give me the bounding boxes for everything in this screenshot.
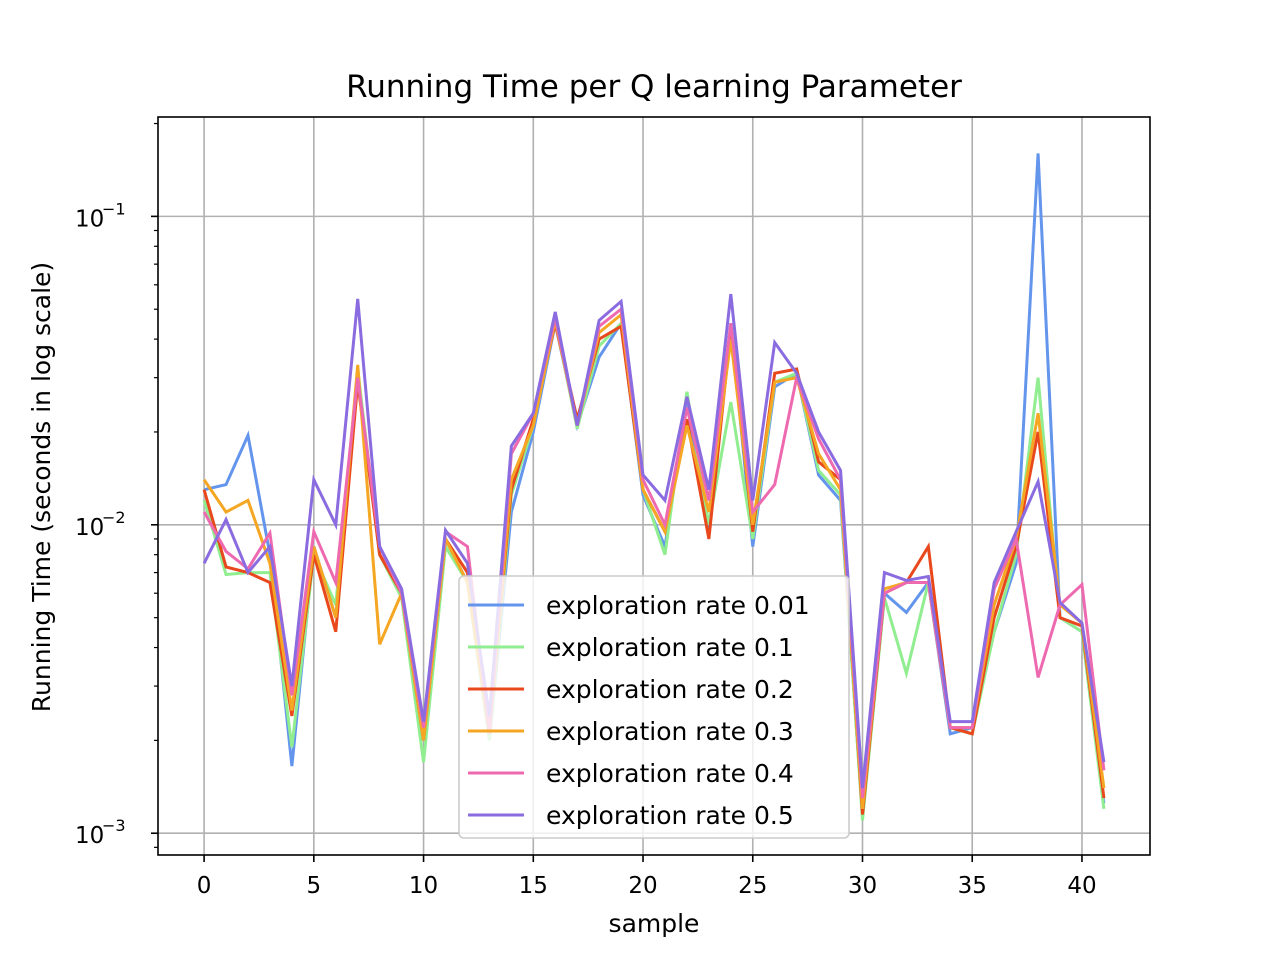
- legend-label-1: exploration rate 0.1: [546, 633, 794, 662]
- series-line-4: [202, 306, 1106, 799]
- legend-label-3: exploration rate 0.3: [546, 717, 794, 746]
- y-tick-exponent: −3: [102, 816, 126, 835]
- legend-label-5: exploration rate 0.5: [546, 801, 794, 830]
- y-axis: 10−310−210−1: [75, 122, 158, 849]
- y-tick-label: 10: [75, 206, 104, 232]
- y-tick-label: 10: [75, 823, 104, 849]
- y-tick-exponent: −2: [102, 508, 126, 527]
- x-axis: 0 5 10 15 20 25 30 35 40: [197, 855, 1097, 899]
- series-lines: [202, 153, 1106, 821]
- y-tick-exponent: −1: [102, 199, 126, 218]
- x-axis-label: sample: [609, 909, 700, 938]
- x-tick-label: 20: [628, 873, 657, 899]
- x-tick-label: 25: [738, 873, 767, 899]
- y-tick-label: 10: [75, 515, 104, 541]
- chart-title: Running Time per Q learning Parameter: [346, 69, 962, 105]
- legend-label-4: exploration rate 0.4: [546, 759, 794, 788]
- plot-frame: [157, 116, 1151, 856]
- y-axis-label: Running Time (seconds in log scale): [27, 262, 56, 712]
- x-tick-label: 40: [1067, 873, 1096, 899]
- x-tick-label: 35: [958, 873, 987, 899]
- x-tick-label: 10: [409, 873, 438, 899]
- x-tick-label: 0: [197, 873, 212, 899]
- legend-label-2: exploration rate 0.2: [546, 675, 794, 704]
- x-tick-label: 15: [519, 873, 548, 899]
- x-tick-label: 30: [848, 873, 877, 899]
- series-line-5: [202, 293, 1106, 789]
- legend-label-0: exploration rate 0.01: [546, 591, 810, 620]
- legend-box: [458, 575, 850, 839]
- x-tick-label: 5: [307, 873, 322, 899]
- legend: exploration rate 0.01 exploration rate 0.…: [458, 575, 850, 839]
